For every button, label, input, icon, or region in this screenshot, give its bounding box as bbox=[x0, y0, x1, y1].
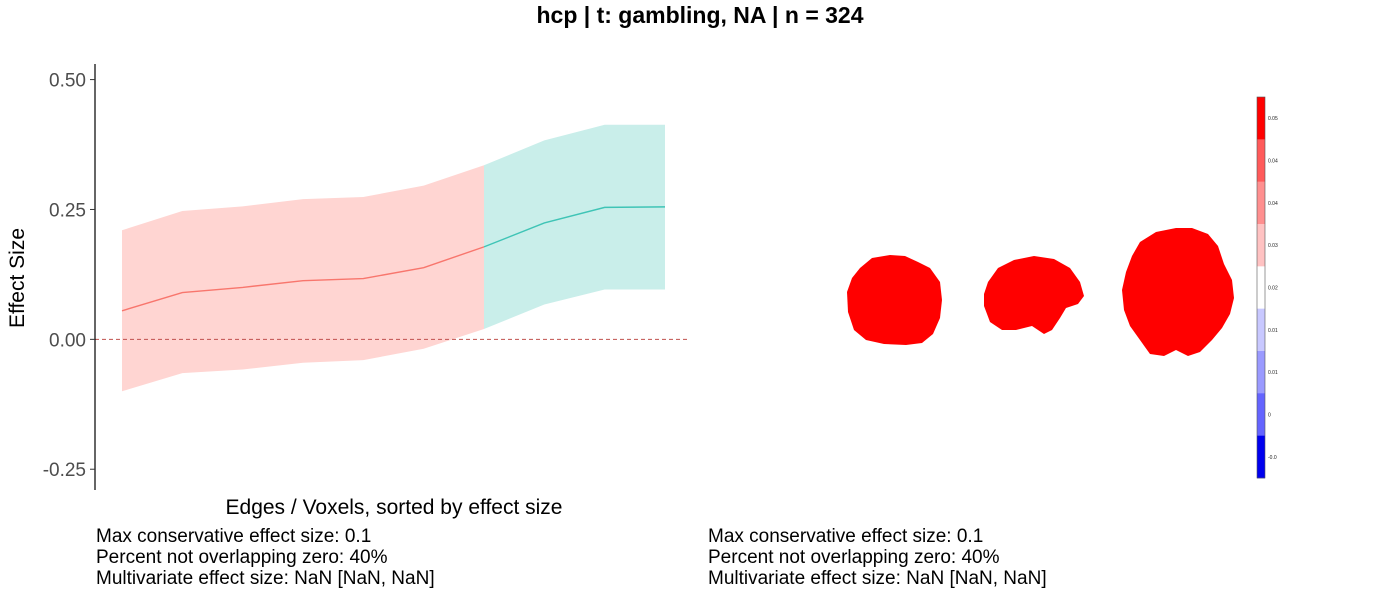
brain-coronal-view bbox=[847, 255, 942, 345]
stat-multivariate-right: Multivariate effect size: NaN [NaN, NaN] bbox=[708, 568, 1047, 589]
brain-colorbar: 0.05 0.04 0.04 0.03 0.02 0.01 0.01 0 -0.0 bbox=[1256, 96, 1278, 479]
colorbar-label: 0.05 bbox=[1268, 116, 1278, 122]
colorbar-segment bbox=[1257, 435, 1265, 479]
y-tick-label: 0.50 bbox=[49, 71, 86, 92]
colorbar-border bbox=[1256, 96, 1266, 479]
stat-max-conservative-right: Max conservative effect size: 0.1 bbox=[708, 526, 984, 547]
stat-percent-nonzero-left: Percent not overlapping zero: 40% bbox=[96, 547, 388, 568]
confidence-bands bbox=[122, 124, 665, 392]
colorbar-segment bbox=[1257, 351, 1265, 394]
confidence-band-1 bbox=[122, 165, 484, 392]
colorbar-segment bbox=[1257, 393, 1265, 436]
stats-right: Max conservative effect size: 0.1 Percen… bbox=[708, 526, 1047, 589]
y-tick-label: 0.00 bbox=[49, 330, 86, 351]
y-axis-label: Effect Size bbox=[6, 228, 29, 328]
stat-percent-nonzero-right: Percent not overlapping zero: 40% bbox=[708, 547, 1000, 568]
series-line-1 bbox=[121, 246, 485, 312]
colorbar-label: 0.04 bbox=[1268, 159, 1278, 165]
colorbar-segment bbox=[1257, 266, 1265, 309]
colorbar-label: 0.01 bbox=[1268, 328, 1278, 334]
colorbar-label: 0 bbox=[1268, 413, 1271, 419]
y-tick-label: 0.25 bbox=[49, 200, 86, 221]
confidence-band-2 bbox=[484, 124, 665, 329]
series-line-2 bbox=[483, 206, 666, 248]
stats-left: Max conservative effect size: 0.1 Percen… bbox=[96, 526, 435, 589]
brain-axial-view bbox=[1122, 228, 1234, 356]
x-axis-label: Edges / Voxels, sorted by effect size bbox=[226, 496, 563, 519]
colorbar-label: 0.01 bbox=[1268, 370, 1278, 376]
axes: -0.25 0.00 0.25 0.50 bbox=[43, 64, 96, 490]
colorbar-segment bbox=[1257, 97, 1265, 140]
colorbar-label: 0.02 bbox=[1268, 286, 1278, 292]
y-tick-label: -0.25 bbox=[43, 460, 86, 481]
brain-sagittal-view bbox=[984, 256, 1084, 334]
series-lines bbox=[121, 206, 666, 312]
colorbar-segment bbox=[1257, 308, 1265, 352]
colorbar-label: 0.03 bbox=[1268, 243, 1278, 249]
colorbar-segment bbox=[1257, 139, 1265, 182]
colorbar-label: -0.0 bbox=[1268, 455, 1277, 461]
stat-max-conservative-left: Max conservative effect size: 0.1 bbox=[96, 526, 372, 547]
colorbar-label: 0.04 bbox=[1268, 201, 1278, 207]
colorbar-segment bbox=[1257, 181, 1265, 225]
stat-multivariate-left: Multivariate effect size: NaN [NaN, NaN] bbox=[96, 568, 435, 589]
colorbar-segment bbox=[1257, 224, 1265, 267]
chart-title: hcp | t: gambling, NA | n = 324 bbox=[536, 2, 864, 28]
